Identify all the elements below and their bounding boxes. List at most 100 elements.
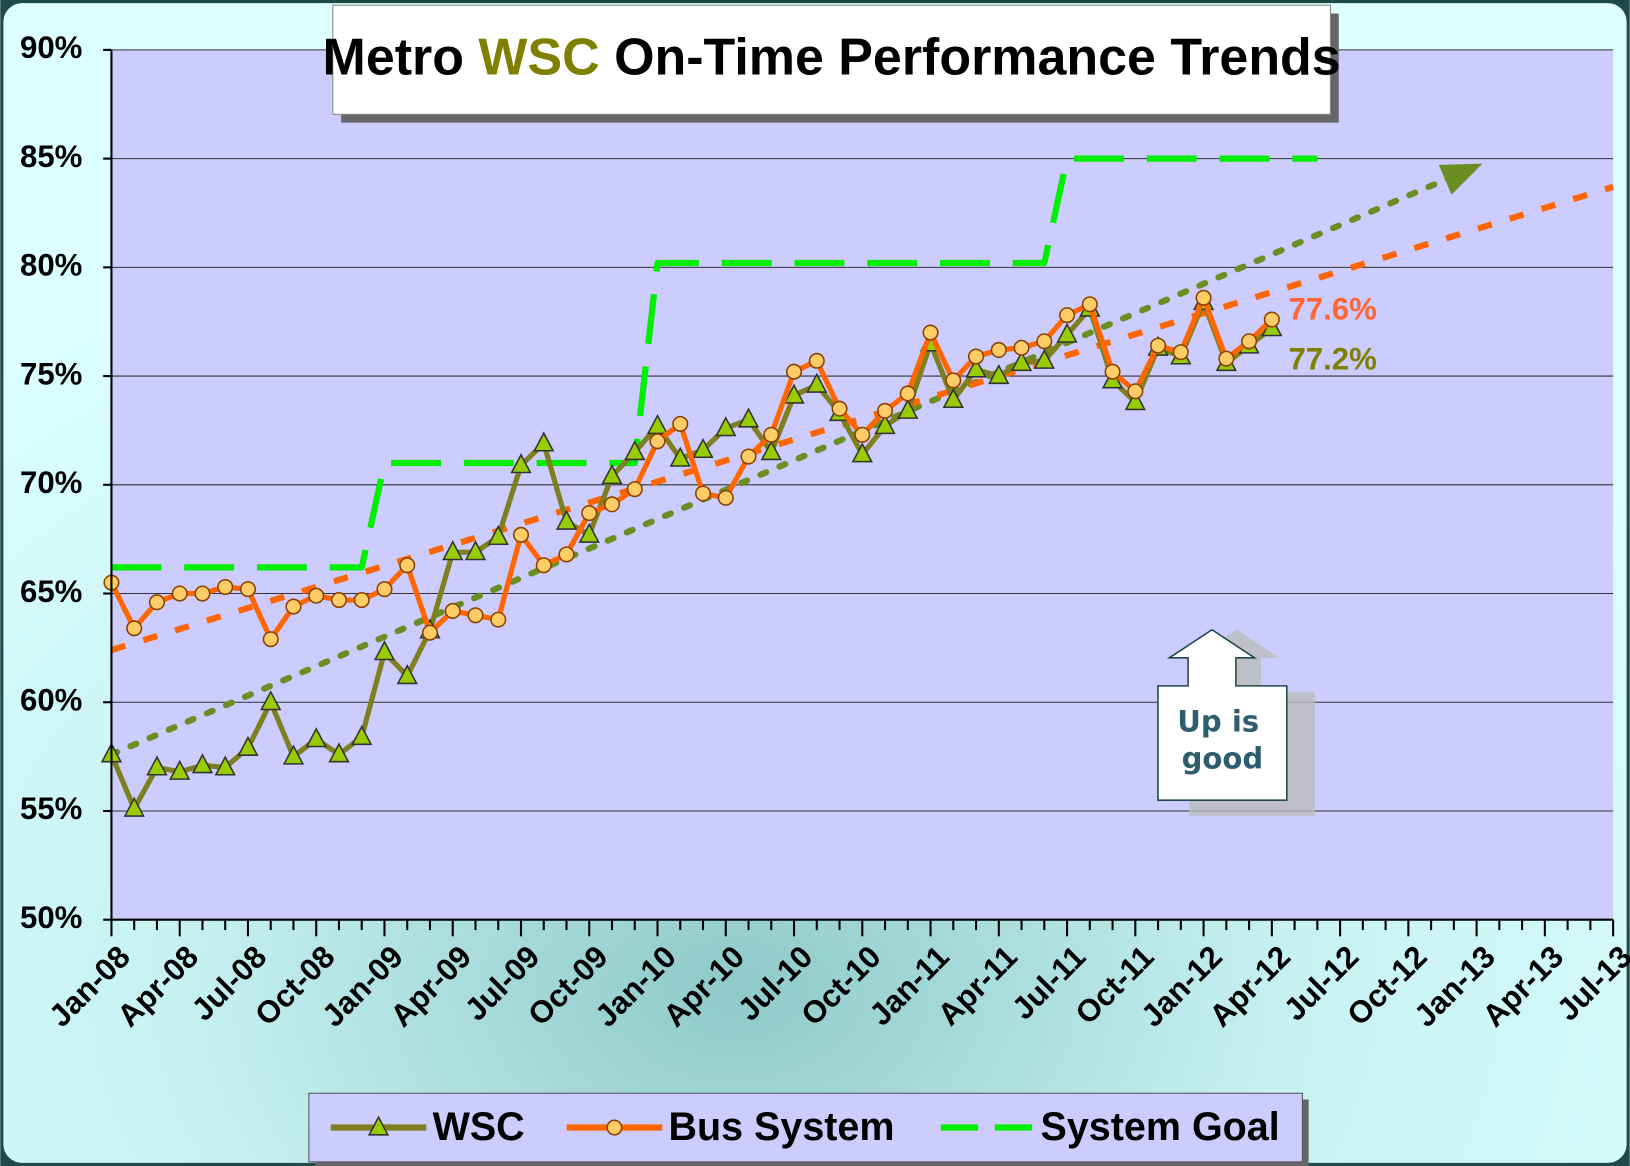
legend-label: Bus System: [668, 1105, 894, 1149]
y-tick-label: 60%: [20, 682, 82, 717]
y-tick-label: 65%: [20, 574, 82, 609]
chart-title: Metro WSC On-Time Performance Trends: [323, 28, 1341, 86]
marker: [601, 464, 623, 485]
marker: [535, 557, 552, 574]
marker: [1263, 311, 1280, 328]
marker: [237, 735, 259, 756]
marker: [785, 363, 803, 380]
marker: [217, 578, 234, 596]
marker: [467, 607, 484, 624]
legend-items: WSC Bus System System Goal: [330, 1105, 1280, 1149]
trend-arrow: [1438, 163, 1483, 195]
marker: [285, 598, 302, 615]
marker: [669, 446, 691, 467]
marker: [171, 585, 188, 602]
marker: [442, 540, 464, 561]
series-line: [111, 155, 1318, 571]
marker: [396, 664, 418, 685]
annotation-text: good: [1182, 742, 1264, 776]
marker: [191, 753, 214, 774]
marker: [376, 581, 393, 598]
y-tick-label: 75%: [20, 356, 82, 391]
marker: [558, 546, 575, 563]
marker: [942, 387, 964, 409]
marker: [148, 594, 166, 611]
marker: [922, 324, 939, 341]
marker: [831, 400, 848, 417]
series-line: [109, 295, 1274, 642]
marker: [1059, 307, 1076, 324]
marker: [1081, 296, 1098, 313]
marker: [487, 524, 509, 546]
y-tick-label: 85%: [20, 139, 82, 174]
y-tick-label: 50%: [20, 900, 82, 935]
marker: [876, 402, 894, 419]
marker: [126, 620, 143, 637]
marker: [262, 631, 279, 648]
marker: [1036, 333, 1053, 350]
marker: [606, 1119, 623, 1136]
marker: [783, 383, 805, 404]
marker: [367, 1115, 390, 1136]
marker: [965, 357, 987, 378]
trend-line: [110, 183, 1615, 654]
marker: [897, 398, 919, 419]
marker: [421, 624, 439, 641]
annotation-arrow: [1157, 628, 1288, 801]
marker: [854, 426, 871, 443]
marker: [737, 407, 760, 428]
title-box: [332, 4, 1331, 115]
marker: [1172, 344, 1189, 361]
y-tick-label: 70%: [20, 465, 82, 500]
marker: [123, 796, 145, 817]
marker: [510, 453, 532, 474]
marker: [353, 591, 370, 609]
legend-label: System Goal: [1041, 1105, 1280, 1149]
marker: [1056, 322, 1078, 343]
marker: [715, 416, 737, 437]
marker: [692, 437, 714, 459]
marker: [1241, 333, 1258, 350]
legend: [308, 1092, 1303, 1163]
marker: [328, 742, 350, 763]
marker: [578, 522, 600, 543]
marker: [373, 640, 396, 661]
marker: [239, 581, 257, 598]
marker: [624, 440, 646, 461]
trend-line: [108, 172, 1457, 758]
marker: [1195, 289, 1212, 306]
data-label: 77.2%: [1288, 342, 1376, 377]
marker: [260, 690, 282, 711]
marker: [763, 426, 780, 443]
marker: [988, 364, 1010, 385]
marker: [1127, 383, 1144, 400]
marker: [945, 372, 962, 389]
marker: [1218, 350, 1235, 367]
marker: [1013, 339, 1030, 356]
marker: [581, 505, 598, 522]
y-tick-label: 90%: [20, 30, 82, 65]
marker: [282, 744, 305, 765]
marker: [555, 509, 578, 530]
marker: [464, 540, 487, 561]
marker: [351, 724, 373, 746]
y-tick-label: 80%: [20, 248, 82, 283]
marker: [330, 591, 348, 609]
marker: [899, 385, 916, 402]
marker: [1104, 363, 1121, 380]
title-part: Metro: [323, 28, 464, 86]
marker: [490, 611, 507, 628]
marker: [717, 489, 734, 506]
marker: [672, 415, 689, 432]
marker: [146, 755, 168, 776]
marker: [740, 448, 757, 465]
title-part: WSC: [478, 28, 599, 86]
y-tick-label: 55%: [20, 791, 82, 826]
data-label: 77.6%: [1288, 291, 1376, 326]
marker: [1150, 337, 1167, 354]
marker: [649, 433, 666, 450]
marks: [100, 155, 1615, 817]
marker: [694, 485, 712, 502]
marker: [1033, 348, 1055, 369]
